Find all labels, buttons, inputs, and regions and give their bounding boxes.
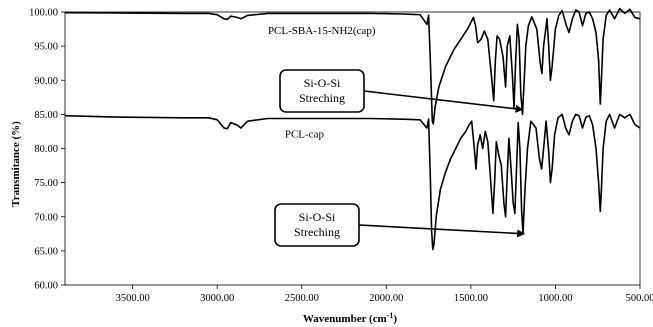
annotation-arrow	[358, 224, 526, 238]
y-tick-label: 60.00	[34, 281, 58, 292]
x-axis-title: Wavenumber (cm-1)	[303, 311, 398, 325]
x-tick-label: 1500.00	[454, 293, 488, 304]
x-tick-label: 2500.00	[285, 293, 319, 304]
y-tick-label: 85.00	[34, 110, 58, 121]
series-label-2: PCL-cap	[285, 129, 325, 141]
y-tick-label: 100.00	[29, 8, 58, 19]
annotation-arrow	[363, 90, 524, 113]
series-layer	[64, 7, 641, 251]
annotation-text: Si-O-Si	[304, 76, 341, 90]
x-tick-label: 3000.00	[200, 293, 234, 304]
y-axis-ticks: 60.00 65.00 70.00 75.00 80.00 85.00 90.00 95.00…	[29, 8, 65, 292]
y-tick-label: 70.00	[34, 212, 58, 223]
y-axis-title: Transmitance (%)	[10, 121, 22, 207]
x-axis-title-sup: -1	[387, 311, 394, 320]
series-line-1	[64, 7, 641, 125]
x-axis-title-close: )	[393, 313, 397, 325]
series-label-1: PCL-SBA-15-NH2(cap)	[268, 25, 376, 37]
x-tick-label: 1000.00	[538, 293, 572, 304]
x-tick-label: 500.00	[626, 293, 653, 304]
annotation-text: Streching	[294, 225, 340, 239]
x-axis-title-main: Wavenumber (cm	[303, 313, 387, 325]
y-tick-label: 90.00	[34, 76, 58, 87]
y-tick-label: 75.00	[34, 178, 58, 189]
annotation-text: Streching	[299, 91, 345, 105]
annotation-text: Si-O-Si	[299, 210, 336, 224]
y-tick-label: 95.00	[34, 42, 58, 53]
x-tick-label: 3500.00	[116, 293, 150, 304]
series-line-2	[64, 113, 641, 251]
y-tick-label: 80.00	[34, 144, 58, 155]
x-tick-label: 2000.00	[369, 293, 403, 304]
x-axis-ticks: 3500.00 3000.00 2500.00 2000.00 1500.00 1000.…	[116, 285, 653, 304]
y-tick-label: 65.00	[34, 246, 58, 257]
series-labels: PCL-SBA-15-NH2(cap) PCL-cap	[268, 25, 376, 141]
